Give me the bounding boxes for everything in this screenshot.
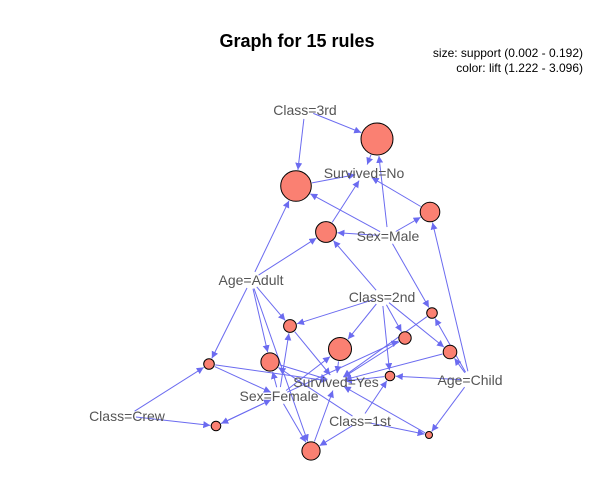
- rule-node-r9: [398, 331, 412, 345]
- item-age-adult: Age=Adult: [219, 272, 284, 288]
- rule-node-r2: [280, 170, 312, 202]
- edge-r13-survyes: [344, 376, 385, 384]
- edge-child-r4: [430, 222, 469, 372]
- rule-node-r11: [426, 307, 438, 319]
- rule-node-r7: [328, 337, 352, 361]
- edge-class2-r3: [333, 240, 377, 291]
- edge-class2-r10: [388, 302, 445, 348]
- item-age-child: Age=Child: [438, 372, 503, 388]
- edge-child-r13: [395, 373, 462, 381]
- rule-node-r14: [210, 420, 222, 432]
- edge-r6-survyes: [313, 390, 334, 442]
- edge-female-r6: [283, 403, 307, 443]
- edge-male-r2: [310, 193, 381, 233]
- edge-r10-survyes: [344, 353, 443, 382]
- rule-node-r12: [203, 358, 215, 370]
- edge-class1-r6: [319, 425, 353, 447]
- edge-class2-r8: [296, 299, 374, 326]
- edge-r12-survyes: [215, 364, 328, 384]
- edge-r12-female: [214, 366, 272, 393]
- edge-r11-survyes: [343, 316, 428, 378]
- edge-class1-r13: [364, 380, 388, 414]
- edge-female-r5: [271, 371, 278, 388]
- edge-r8-survyes: [294, 331, 331, 376]
- item-survived-no: Survived=No: [324, 165, 405, 181]
- edge-class2-r7: [347, 303, 377, 340]
- edge-r9-survyes: [343, 341, 400, 378]
- rule-node-r13: [384, 370, 396, 382]
- edge-child-r15: [431, 386, 466, 432]
- edge-r3-survno: [331, 180, 360, 223]
- rule-node-r8: [283, 319, 297, 333]
- edge-r4-survno: [371, 177, 421, 207]
- graph-title: Graph for 15 rules: [219, 31, 374, 51]
- edge-class1-r15: [368, 422, 425, 437]
- rule-node-r4: [419, 201, 441, 223]
- item-class-3rd: Class=3rd: [273, 102, 336, 118]
- edge-adult-r3: [258, 237, 317, 276]
- item-labels-layer: Class=3rd Survived=No Sex=Male Age=Adult…: [89, 102, 502, 429]
- item-class-2nd: Class=2nd: [349, 289, 416, 305]
- rule-nodes-layer: [203, 122, 458, 461]
- edge-adult-r2: [254, 200, 290, 273]
- rule-node-r15: [425, 431, 433, 439]
- edge-female-r9: [286, 340, 399, 393]
- item-class-crew: Class=Crew: [89, 408, 166, 424]
- edge-male-r3: [337, 229, 380, 237]
- item-survived-yes: Survived=Yes: [293, 374, 378, 390]
- edge-male-r1: [376, 155, 388, 228]
- edge-r7-survyes: [334, 361, 342, 374]
- edge-crew-r12: [134, 366, 204, 412]
- edge-child-r10: [454, 358, 466, 373]
- edge-crew-r14: [135, 416, 211, 429]
- legend-color: color: lift (1.222 - 3.096): [456, 61, 583, 75]
- edge-class3-r1: [313, 112, 362, 134]
- edge-r14-female: [220, 399, 272, 424]
- edge-adult-r8: [256, 286, 286, 321]
- rule-node-r5: [260, 352, 280, 372]
- edge-male-r4: [395, 216, 421, 232]
- rule-node-r1: [360, 122, 394, 156]
- item-sex-female: Sex=Female: [240, 388, 319, 404]
- edge-adult-r5: [252, 288, 270, 353]
- edge-adult-r12: [211, 287, 248, 359]
- edge-class3-r2: [295, 118, 305, 170]
- edge-class2-r13: [382, 305, 393, 371]
- edge-r1-survno: [366, 154, 373, 165]
- rule-node-r3: [315, 221, 337, 243]
- item-class-1st: Class=1st: [329, 413, 391, 429]
- edge-female-r8: [279, 333, 292, 388]
- rule-node-r10: [442, 344, 458, 360]
- edge-class2-r9: [385, 304, 402, 332]
- edges-layer: [134, 112, 469, 447]
- edge-r5-survyes: [279, 364, 328, 381]
- legend-size: size: support (0.002 - 0.192): [433, 46, 583, 60]
- edge-male-r11: [392, 243, 430, 308]
- rule-node-r6: [301, 441, 321, 461]
- item-sex-male: Sex=Male: [357, 228, 420, 244]
- edge-r15-survyes: [343, 386, 426, 434]
- edge-r2-survno: [311, 172, 356, 184]
